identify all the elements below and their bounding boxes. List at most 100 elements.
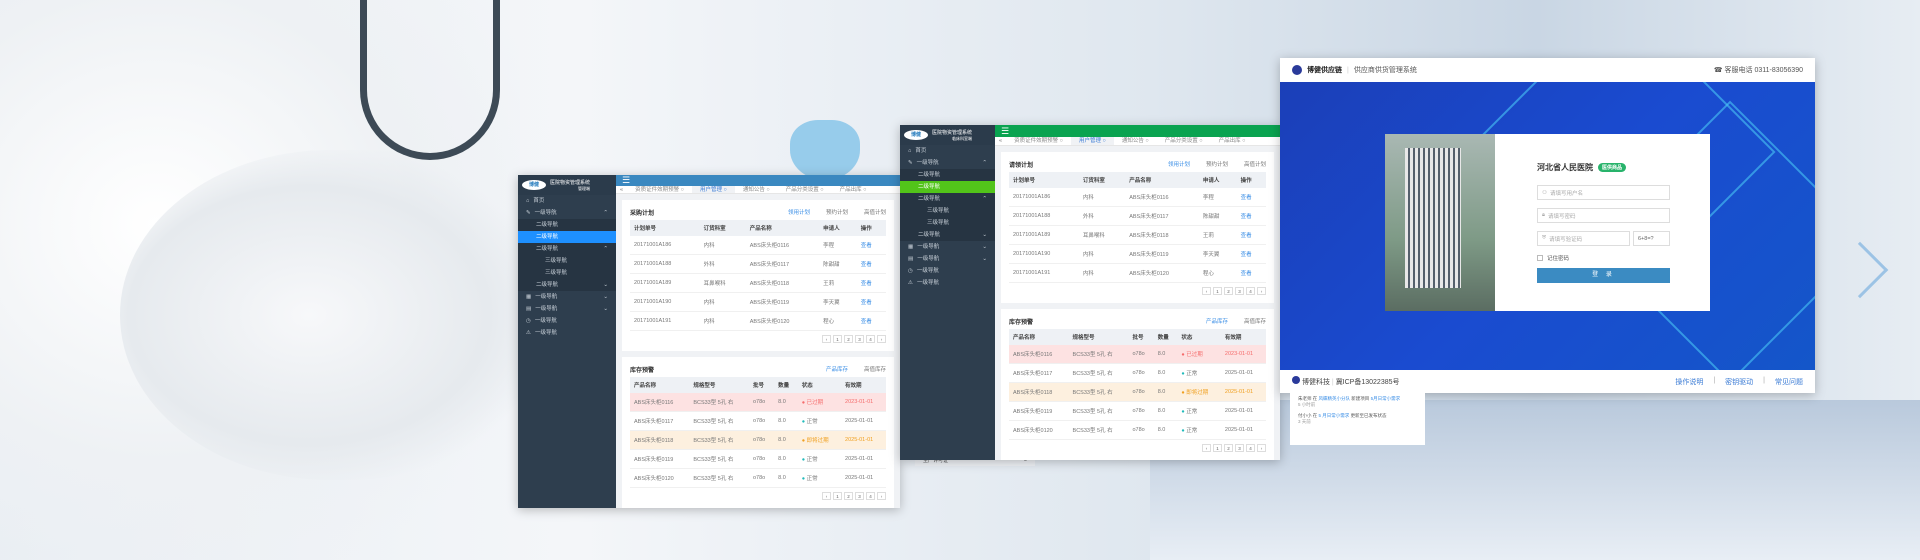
close-tab-icon[interactable]: ○ bbox=[1102, 138, 1106, 145]
sidebar-item[interactable]: ✎ 一级导航 ⌃ bbox=[518, 207, 616, 219]
sidebar-item[interactable]: ✎ 一级导航 ⌃ bbox=[900, 157, 995, 169]
tab[interactable]: 通知公告 ○ bbox=[735, 186, 778, 193]
page-button[interactable]: 2 bbox=[844, 492, 853, 500]
plan-filter-link[interactable]: 领用计划 bbox=[787, 210, 810, 216]
page-button[interactable]: 1 bbox=[1213, 287, 1222, 295]
sidebar-item[interactable]: 三级导航 bbox=[900, 217, 995, 229]
view-link[interactable]: 查看 bbox=[856, 292, 886, 312]
tab[interactable]: 用户管理 ○ bbox=[1070, 137, 1114, 146]
view-link[interactable]: 查看 bbox=[856, 311, 886, 331]
page-button[interactable]: › bbox=[877, 335, 886, 343]
sidebar-item[interactable]: ⌂ 首页 bbox=[900, 145, 995, 157]
tab[interactable]: 通知公告 ○ bbox=[1114, 137, 1157, 145]
menu-toggle-icon[interactable]: ☰ bbox=[1001, 125, 1010, 136]
plan-filter-link[interactable]: 领用计划 bbox=[1167, 162, 1190, 168]
page-button[interactable]: 2 bbox=[1224, 444, 1233, 452]
sidebar-item[interactable]: 二级导航 ⌄ bbox=[900, 229, 995, 241]
page-button[interactable]: 3 bbox=[1235, 287, 1244, 295]
sidebar-item[interactable]: ◷ 一级导航 bbox=[518, 315, 616, 327]
plan-filter-link[interactable]: 高值计划 bbox=[1243, 162, 1266, 168]
page-button[interactable]: 4 bbox=[866, 335, 875, 343]
tab[interactable]: 产品分类设置 ○ bbox=[778, 186, 832, 193]
login-button[interactable]: 登 录 bbox=[1537, 268, 1670, 283]
link-operation-guide[interactable]: 操作说明 bbox=[1675, 378, 1704, 386]
sidebar-item[interactable]: 三级导航 bbox=[518, 255, 616, 267]
page-button[interactable]: ‹ bbox=[1202, 287, 1211, 295]
sidebar-item[interactable]: 三级导航 bbox=[518, 267, 616, 279]
close-tab-icon[interactable]: ○ bbox=[820, 186, 824, 193]
page-button[interactable]: 2 bbox=[844, 335, 853, 343]
close-tab-icon[interactable]: ○ bbox=[766, 186, 770, 193]
tab[interactable]: 产品出库 ○ bbox=[832, 186, 875, 193]
plan-filter-link[interactable]: 高值计划 bbox=[863, 210, 886, 216]
sidebar-item[interactable]: ▤ 一级导航 ⌄ bbox=[900, 253, 995, 265]
view-link[interactable]: 查看 bbox=[1236, 188, 1266, 207]
sidebar-item[interactable]: ▤ 一级导航 ⌄ bbox=[518, 303, 616, 315]
plan-filter-link[interactable]: 预约计划 bbox=[825, 210, 848, 216]
tab[interactable]: 资质证件效期预警 ○ bbox=[1006, 137, 1071, 145]
close-tab-icon[interactable]: ○ bbox=[1242, 138, 1246, 145]
page-button[interactable]: ‹ bbox=[822, 492, 831, 500]
page-button[interactable]: ‹ bbox=[822, 335, 831, 343]
tab[interactable]: 产品分类设置 ○ bbox=[1157, 137, 1211, 145]
page-button[interactable]: 2 bbox=[1224, 287, 1233, 295]
collapse-icon[interactable]: « bbox=[999, 138, 1003, 145]
view-link[interactable]: 查看 bbox=[856, 254, 886, 274]
sidebar-item[interactable]: ⌂ 首页 bbox=[518, 195, 616, 207]
sidebar-item[interactable]: 二级导航 bbox=[900, 169, 995, 181]
page-button[interactable]: 3 bbox=[855, 492, 864, 500]
sidebar-item[interactable]: ▦ 一级导航 ⌄ bbox=[900, 241, 995, 253]
sidebar-item[interactable]: ⚠ 一级导航 bbox=[518, 327, 616, 339]
menu-toggle-icon[interactable]: ☰ bbox=[622, 175, 631, 185]
activity-target[interactable]: 5月日常小需求 bbox=[1370, 396, 1401, 401]
view-link[interactable]: 查看 bbox=[1236, 244, 1266, 264]
close-tab-icon[interactable]: ○ bbox=[1059, 138, 1063, 145]
link-faq[interactable]: 常见问题 bbox=[1775, 378, 1803, 386]
page-button[interactable]: 1 bbox=[833, 335, 842, 343]
captcha-input[interactable]: ⛨ 请填写验证码 bbox=[1537, 231, 1630, 246]
view-link[interactable]: 查看 bbox=[856, 273, 886, 293]
captcha-image[interactable]: 6+8=? bbox=[1633, 231, 1670, 246]
close-tab-icon[interactable]: ○ bbox=[723, 186, 727, 193]
page-button[interactable]: 4 bbox=[866, 492, 875, 500]
password-input[interactable]: 🔒︎ 请填写密码 bbox=[1537, 208, 1670, 223]
sidebar-item[interactable]: 二级导航 bbox=[518, 231, 616, 243]
page-button[interactable]: 4 bbox=[1246, 287, 1255, 295]
sidebar-item[interactable]: 三级导航 bbox=[900, 205, 995, 217]
view-link[interactable]: 查看 bbox=[856, 236, 886, 255]
username-input[interactable]: ⚇ 请填写用户名 bbox=[1537, 185, 1670, 200]
sidebar-item[interactable]: 二级导航 ⌃ bbox=[518, 243, 616, 255]
sidebar-item[interactable]: 二级导航 bbox=[518, 219, 616, 231]
view-link[interactable]: 查看 bbox=[1236, 206, 1266, 226]
close-tab-icon[interactable]: ○ bbox=[680, 186, 684, 193]
collapse-icon[interactable]: « bbox=[620, 186, 624, 193]
sidebar-item[interactable]: ⚠ 一级导航 bbox=[900, 277, 995, 289]
page-button[interactable]: 3 bbox=[1235, 444, 1244, 452]
page-button[interactable]: › bbox=[1257, 287, 1266, 295]
view-link[interactable]: 查看 bbox=[1236, 225, 1266, 245]
page-button[interactable]: 1 bbox=[833, 492, 842, 500]
sidebar-item[interactable]: ▦ 一级导航 ⌄ bbox=[518, 291, 616, 303]
tab[interactable]: 用户管理 ○ bbox=[691, 186, 735, 193]
page-button[interactable]: 3 bbox=[855, 335, 864, 343]
activity-team[interactable]: 风蝶精英小分队 bbox=[1318, 396, 1351, 401]
page-button[interactable]: › bbox=[1257, 444, 1266, 452]
close-tab-icon[interactable]: ○ bbox=[863, 186, 867, 193]
page-button[interactable]: › bbox=[877, 492, 886, 500]
page-button[interactable]: 4 bbox=[1246, 444, 1255, 452]
plan-filter-link[interactable]: 预约计划 bbox=[1205, 162, 1228, 168]
stock-filter-link[interactable]: 产品库存 bbox=[1205, 319, 1228, 325]
stock-filter-link[interactable]: 高值库存 bbox=[863, 367, 886, 373]
sidebar-item[interactable]: 二级导航 ⌃ bbox=[900, 193, 995, 205]
page-button[interactable]: 1 bbox=[1213, 444, 1222, 452]
close-tab-icon[interactable]: ○ bbox=[1199, 138, 1203, 145]
sidebar-item[interactable]: 二级导航 bbox=[900, 181, 995, 193]
close-tab-icon[interactable]: ○ bbox=[1145, 138, 1149, 145]
link-key-driver[interactable]: 密钥驱动 bbox=[1725, 378, 1754, 386]
tab[interactable]: 资质证件效期预警 ○ bbox=[627, 186, 692, 193]
page-button[interactable]: ‹ bbox=[1202, 444, 1211, 452]
view-link[interactable]: 查看 bbox=[1236, 263, 1266, 283]
activity-team[interactable]: 5 月日常小需求 bbox=[1318, 413, 1350, 418]
stock-filter-link[interactable]: 产品库存 bbox=[825, 367, 848, 373]
remember-checkbox[interactable] bbox=[1537, 255, 1543, 261]
